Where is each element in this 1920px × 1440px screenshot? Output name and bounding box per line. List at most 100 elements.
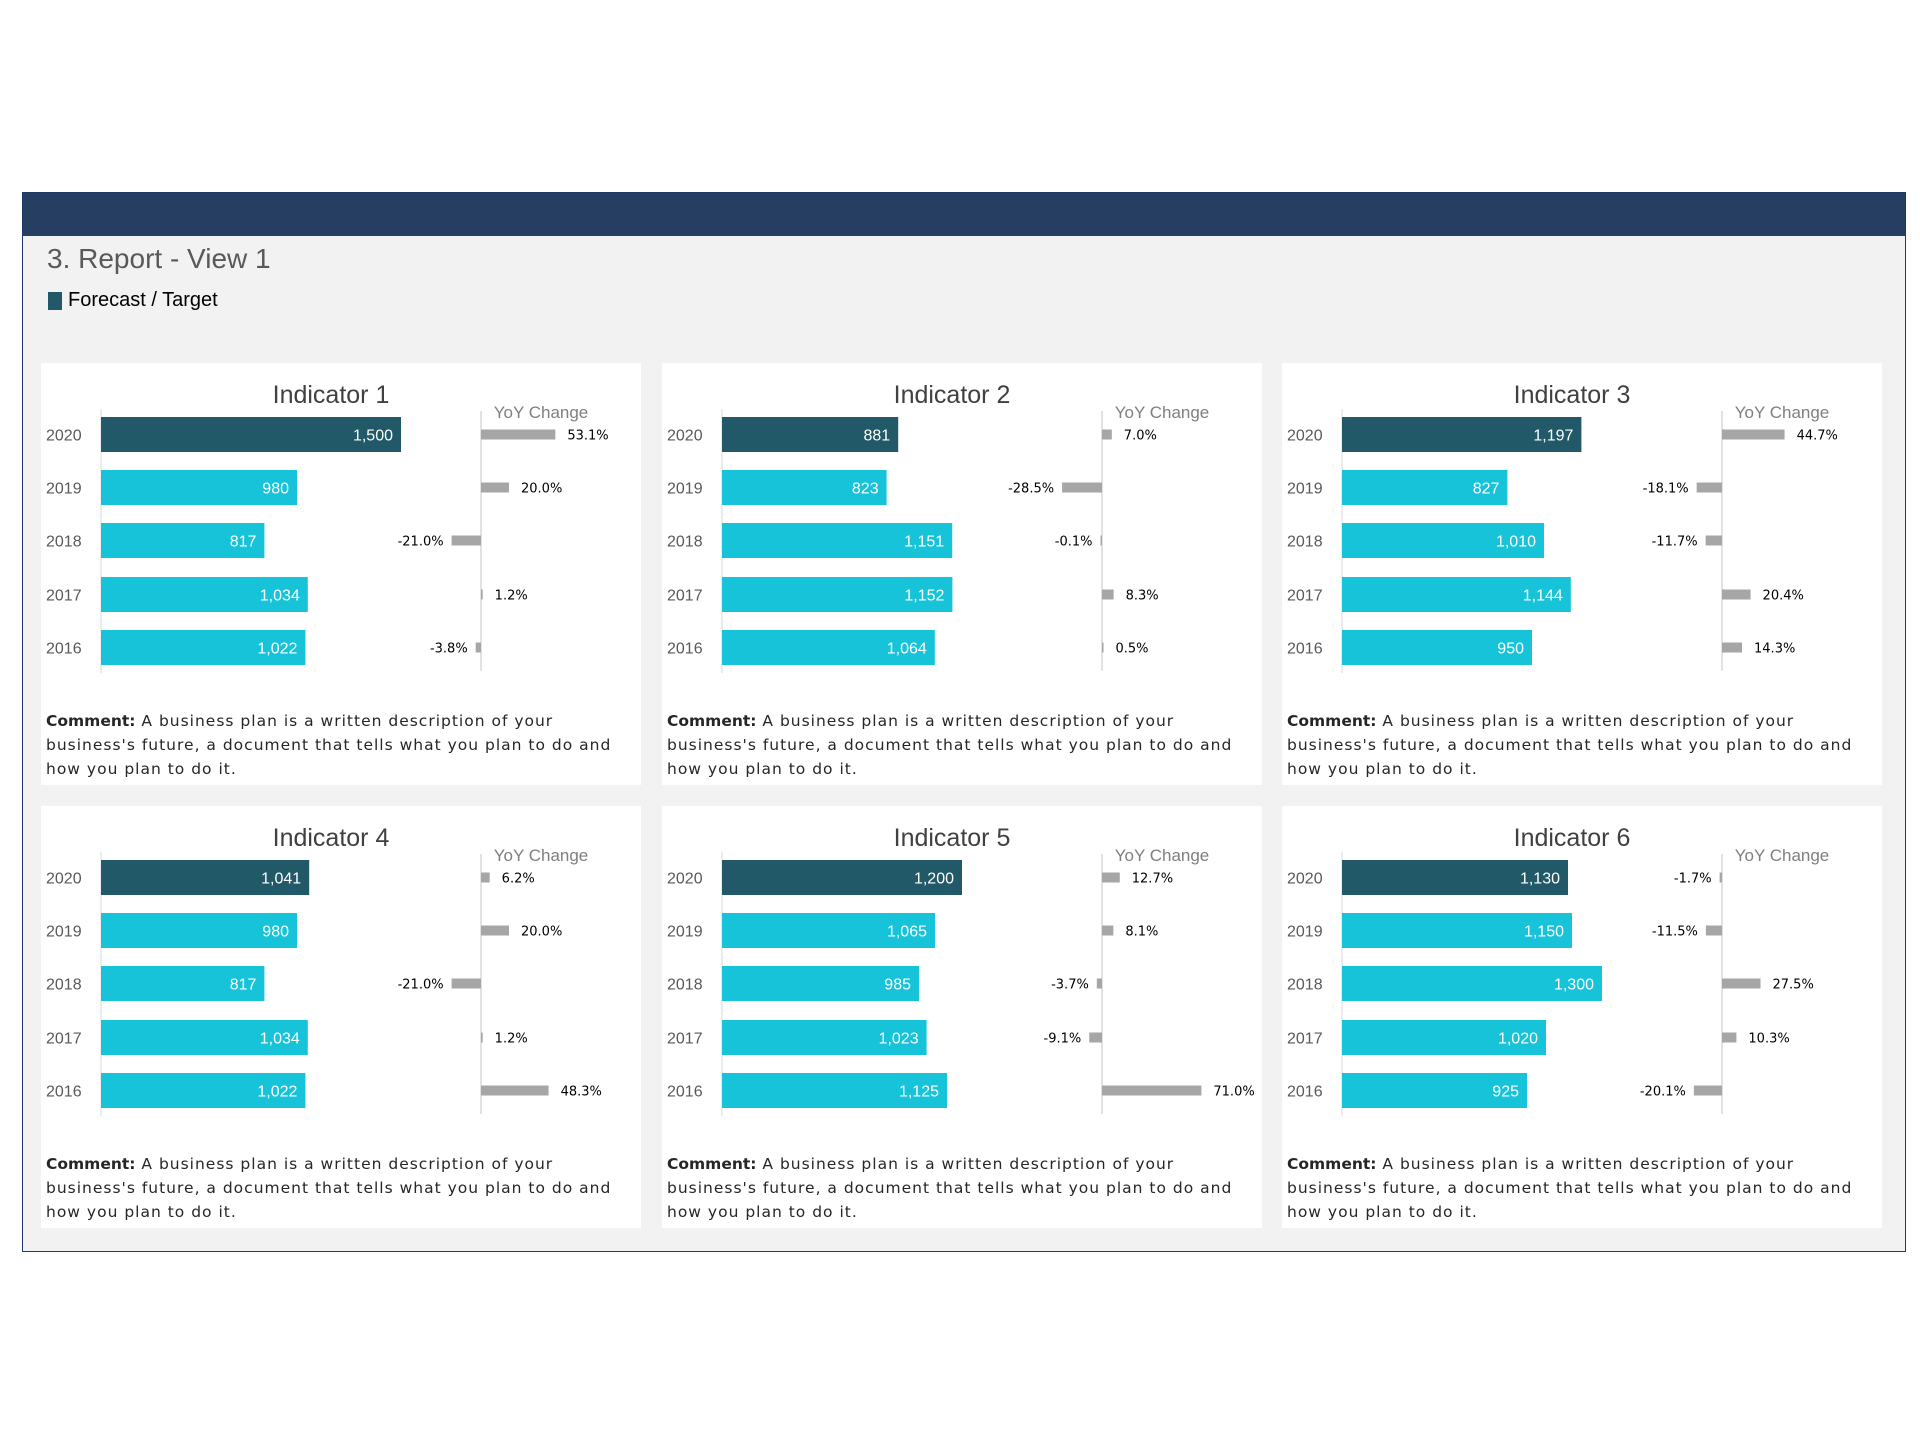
value-label: 1,151 xyxy=(904,534,944,551)
yoy-bar xyxy=(1719,872,1722,883)
value-label: 817 xyxy=(230,534,257,551)
yoy-label: -20.1% xyxy=(1640,1085,1686,1100)
report-title: 3. Report - View 1 xyxy=(47,243,271,274)
chart-title: Indicator 6 xyxy=(1514,824,1631,852)
comment-label: Comment: xyxy=(1287,712,1377,730)
value-bar xyxy=(722,1020,927,1055)
indicator-panel-1: Indicator 1 YoY Change 2020 1,500 53.1% 2019 9… xyxy=(41,363,641,785)
value-bar xyxy=(1342,860,1568,895)
yoy-bar xyxy=(1705,925,1722,936)
value-label: 980 xyxy=(262,924,289,941)
value-bar xyxy=(1342,630,1532,665)
yoy-bar xyxy=(1705,535,1722,546)
yoy-title: YoY Change xyxy=(494,846,589,865)
year-label: 2018 xyxy=(1287,534,1323,551)
yoy-bar xyxy=(481,589,483,600)
value-label: 950 xyxy=(1497,641,1524,658)
value-label: 1,034 xyxy=(260,1031,300,1048)
yoy-label: 27.5% xyxy=(1773,978,1814,993)
yoy-label: -3.8% xyxy=(430,642,468,657)
yoy-bar xyxy=(1102,925,1114,936)
yoy-bar xyxy=(481,1085,549,1096)
legend-label: Forecast / Target xyxy=(68,289,218,311)
comment-label: Comment: xyxy=(1287,1155,1377,1173)
value-label: 1,130 xyxy=(1520,871,1560,888)
yoy-bar xyxy=(1696,482,1722,493)
yoy-label: 6.2% xyxy=(502,872,535,887)
yoy-bar xyxy=(1096,978,1102,989)
yoy-bar xyxy=(1722,429,1785,440)
indicator-chart: Indicator 3 YoY Change 2020 1,197 44.7% 2019 8… xyxy=(1287,381,1838,673)
year-label: 2016 xyxy=(667,1084,703,1101)
comment-body: A business plan is a written description… xyxy=(667,1155,1233,1221)
yoy-label: 20.0% xyxy=(521,482,562,497)
yoy-bar xyxy=(1062,482,1102,493)
value-label: 1,500 xyxy=(353,428,393,445)
value-label: 1,197 xyxy=(1533,428,1573,445)
legend: Forecast / Target xyxy=(48,289,218,312)
comment-text: Comment: A business plan is a written de… xyxy=(1287,709,1862,781)
value-bar xyxy=(1342,913,1572,948)
yoy-bar xyxy=(1100,535,1102,546)
comment-text: Comment: A business plan is a written de… xyxy=(46,709,621,781)
year-label: 2017 xyxy=(46,1031,82,1048)
comment-label: Comment: xyxy=(667,1155,757,1173)
chart-title: Indicator 2 xyxy=(894,381,1011,409)
yoy-label: 20.4% xyxy=(1763,589,1804,604)
yoy-title: YoY Change xyxy=(494,403,589,422)
value-label: 1,041 xyxy=(261,871,301,888)
year-label: 2016 xyxy=(46,1084,82,1101)
yoy-label: 1.2% xyxy=(495,589,528,604)
value-label: 985 xyxy=(884,977,911,994)
year-label: 2020 xyxy=(667,428,703,445)
year-label: 2020 xyxy=(1287,428,1323,445)
yoy-label: -28.5% xyxy=(1008,482,1054,497)
comment-text: Comment: A business plan is a written de… xyxy=(1287,1152,1862,1224)
year-label: 2016 xyxy=(667,641,703,658)
header-bar xyxy=(23,193,1905,236)
year-label: 2017 xyxy=(667,588,703,605)
value-bar xyxy=(101,860,310,895)
value-bar xyxy=(722,966,919,1001)
year-label: 2016 xyxy=(1287,1084,1323,1101)
value-bar xyxy=(1342,577,1571,612)
value-bar xyxy=(722,470,887,505)
yoy-label: 7.0% xyxy=(1124,429,1157,444)
value-label: 1,144 xyxy=(1523,588,1563,605)
value-bar xyxy=(722,630,935,665)
year-label: 2020 xyxy=(1287,871,1323,888)
yoy-bar xyxy=(1102,872,1120,883)
indicator-chart: Indicator 4 YoY Change 2020 1,041 6.2% 2019 98… xyxy=(46,824,602,1116)
indicator-panel-4: Indicator 4 YoY Change 2020 1,041 6.2% 2019 98… xyxy=(41,806,641,1228)
value-label: 827 xyxy=(1473,481,1500,498)
comment-body: A business plan is a written description… xyxy=(1287,712,1853,778)
year-label: 2020 xyxy=(46,428,82,445)
yoy-label: 12.7% xyxy=(1132,872,1173,887)
yoy-label: 14.3% xyxy=(1754,642,1795,657)
yoy-label: -21.0% xyxy=(398,535,444,550)
year-label: 2019 xyxy=(46,924,82,941)
value-bar xyxy=(1342,966,1602,1001)
year-label: 2019 xyxy=(46,481,82,498)
yoy-bar xyxy=(481,925,509,936)
yoy-label: 8.1% xyxy=(1125,925,1158,940)
yoy-title: YoY Change xyxy=(1735,846,1830,865)
value-label: 1,023 xyxy=(879,1031,919,1048)
value-label: 1,200 xyxy=(914,871,954,888)
yoy-label: -1.7% xyxy=(1674,872,1712,887)
value-bar xyxy=(722,417,899,452)
year-label: 2016 xyxy=(1287,641,1323,658)
value-bar xyxy=(101,577,308,612)
year-label: 2017 xyxy=(1287,1031,1323,1048)
year-label: 2020 xyxy=(46,871,82,888)
yoy-label: -21.0% xyxy=(398,978,444,993)
comment-text: Comment: A business plan is a written de… xyxy=(667,1152,1242,1224)
year-label: 2019 xyxy=(667,481,703,498)
value-bar xyxy=(722,523,953,558)
value-bar xyxy=(101,470,297,505)
chart-title: Indicator 4 xyxy=(273,824,390,852)
yoy-label: 53.1% xyxy=(567,429,608,444)
yoy-label: 48.3% xyxy=(561,1085,602,1100)
yoy-bar xyxy=(1102,589,1114,600)
value-label: 1,152 xyxy=(904,588,944,605)
